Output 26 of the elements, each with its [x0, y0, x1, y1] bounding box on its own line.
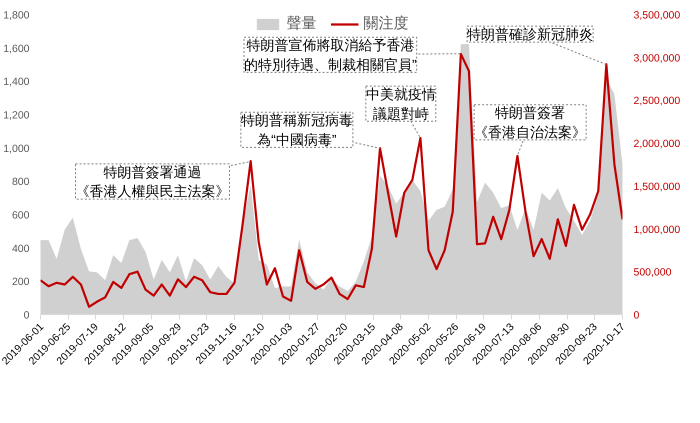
- y2-tick-label: 1,500,000: [634, 180, 680, 193]
- y2-tick-label: 0: [634, 310, 640, 322]
- y-tick-label: 1,000: [3, 142, 30, 155]
- annotation: 特朗普確診新冠肺炎: [467, 26, 594, 42]
- y-tick-label: 1,400: [3, 76, 30, 88]
- annotation: 特朗普稱新冠病毒為“中國病毒”: [240, 112, 353, 148]
- annotation: 中美就疫情議題對峙: [366, 86, 436, 122]
- y-tick-label: 1,800: [3, 10, 30, 22]
- y2-tick-label: 2,000,000: [634, 138, 680, 150]
- y-tick-label: 1,200: [3, 110, 30, 122]
- y-tick-label: 600: [12, 210, 30, 222]
- annotation: 特朗普簽署《香港自治法案》: [474, 104, 586, 140]
- annotation: 特朗普簽署通過《香港人權與民主法案》: [76, 164, 230, 200]
- y-tick-label: 200: [12, 276, 30, 288]
- annotation: 特朗普宣佈將取消給予香港的特別待遇、制裁相關官員”: [244, 37, 418, 72]
- y-tick-label: 0: [24, 310, 30, 322]
- y-tick-label: 1,600: [3, 42, 30, 55]
- y2-tick-label: 3,500,000: [634, 10, 680, 22]
- y2-tick-label: 3,000,000: [634, 52, 680, 64]
- y-tick-label: 400: [12, 242, 30, 255]
- legend-label: 關注度: [364, 14, 408, 33]
- y2-tick-label: 1,000,000: [634, 224, 680, 236]
- y2-tick-label: 500,000: [634, 266, 672, 279]
- legend-label: 聲量: [286, 14, 316, 33]
- y-tick-label: 800: [12, 176, 30, 188]
- y2-tick-label: 2,500,000: [634, 95, 680, 108]
